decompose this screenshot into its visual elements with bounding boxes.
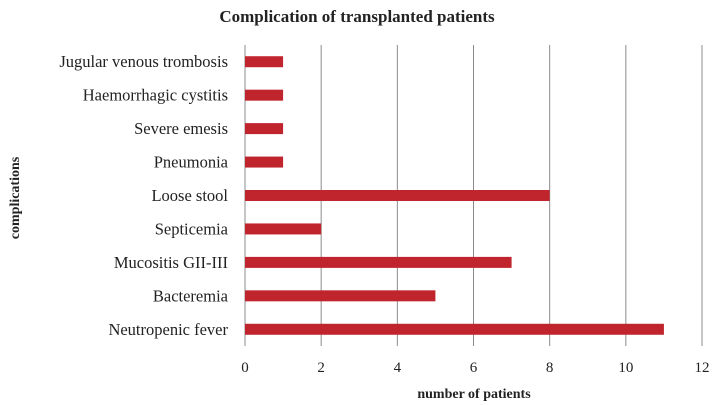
category-label-0: Jugular venous trombosis	[59, 52, 228, 71]
category-label-7: Bacteremia	[153, 286, 229, 305]
y-axis-title: complications	[8, 156, 23, 239]
category-label-layer: Jugular venous trombosis Haemorrhagic cys…	[59, 52, 228, 339]
x-tick-label-6: 6	[470, 360, 478, 376]
bar-4	[245, 190, 550, 201]
bar-layer	[245, 56, 664, 335]
bar-2	[245, 123, 284, 135]
bar-0	[245, 56, 284, 68]
x-tick-label-2: 2	[317, 360, 325, 376]
x-tick-label-8: 8	[546, 360, 554, 376]
bar-7	[245, 290, 436, 302]
x-tick-label-10: 10	[618, 360, 633, 376]
bar-1	[245, 89, 284, 101]
chart-title: Complication of transplanted patients	[219, 7, 495, 26]
bar-8	[245, 323, 664, 335]
category-label-1: Haemorrhagic cystitis	[83, 86, 228, 105]
category-label-5: Septicemia	[155, 219, 229, 238]
bar-5	[245, 223, 322, 235]
category-label-8: Neutropenic fever	[108, 320, 228, 339]
x-tick-label-layer: 0 2 4 6 8 10 12	[241, 360, 709, 376]
x-tick-label-12: 12	[695, 360, 710, 376]
x-axis-title: number of patients	[417, 387, 531, 402]
category-label-3: Pneumonia	[154, 153, 229, 172]
bar-6	[245, 256, 512, 268]
x-tick-label-4: 4	[394, 360, 402, 376]
category-label-4: Loose stool	[151, 186, 228, 205]
x-tick-label-0: 0	[241, 360, 249, 376]
category-label-6: Mucositis GII-III	[114, 253, 228, 272]
bar-3	[245, 156, 284, 168]
category-label-2: Severe emesis	[134, 119, 228, 138]
